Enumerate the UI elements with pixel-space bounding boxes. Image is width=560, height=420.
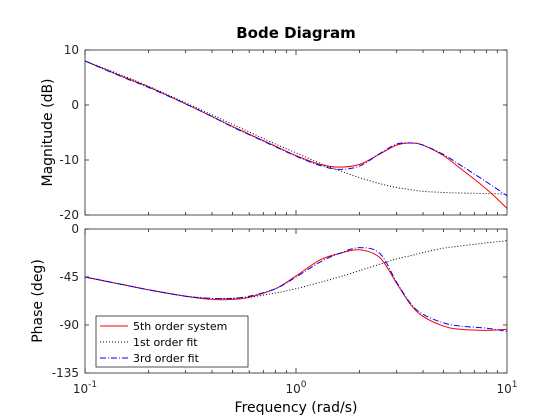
magnitude-series-group [85, 60, 507, 209]
legend-label-1st-order: 1st order fit [133, 336, 198, 349]
phase-y-tick-label: -90 [59, 318, 79, 332]
magnitude-ticks-group: 10 0 -10 -20 [59, 43, 507, 222]
phase-y-tick-label: 0 [71, 222, 79, 236]
phase-y-tick-label: -135 [52, 366, 79, 380]
phase-y-tick-label: -45 [59, 270, 79, 284]
x-tick-labels: 10-1 100 101 [73, 380, 518, 396]
x-tick-label: 101 [496, 380, 517, 396]
x-tick-label: 10-1 [73, 380, 97, 396]
magnitude-axes-box [84, 49, 508, 216]
magnitude-y-tick-label: -20 [59, 208, 79, 222]
x-tick-label: 100 [285, 380, 306, 396]
magnitude-y-tick-label: -10 [59, 153, 79, 167]
magnitude-axis-label: Magnitude (dB) [40, 78, 56, 186]
magnitude-line-3rd-order-fit [85, 60, 507, 197]
magnitude-panel: 10 0 -10 -20 Magnitude (dB) [40, 43, 508, 222]
legend-label-5th-order: 5th order system [133, 320, 227, 333]
chart-title: Bode Diagram [236, 24, 355, 42]
legend-label-3rd-order: 3rd order fit [133, 352, 200, 365]
legend: 5th order system 1st order fit 3rd order… [95, 315, 249, 368]
magnitude-y-tick-label: 0 [71, 98, 79, 112]
magnitude-line-1st-order-fit [85, 60, 507, 195]
phase-axis-label: Phase (deg) [30, 259, 46, 343]
phase-ticks-group: 0 -45 -90 -135 [52, 222, 507, 380]
phase-series-group [85, 240, 507, 332]
phase-line-3rd-order-fit [85, 247, 507, 332]
magnitude-y-tick-label: 10 [64, 43, 79, 57]
x-axis-label: Frequency (rad/s) [235, 400, 358, 416]
